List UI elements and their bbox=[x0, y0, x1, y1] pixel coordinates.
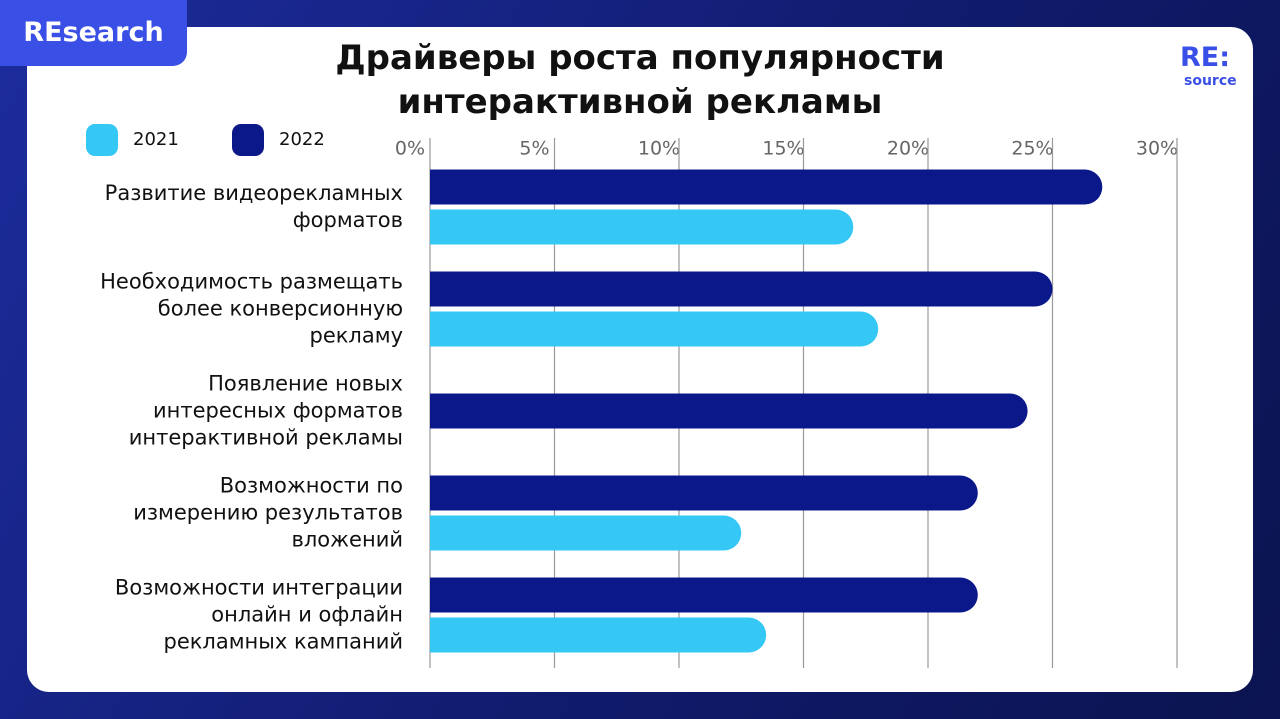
bar bbox=[430, 169, 1103, 205]
category-label: Необходимость размещать более конверсион… bbox=[100, 269, 403, 348]
legend-swatch bbox=[232, 124, 264, 156]
badge[interactable]: REsearch bbox=[0, 0, 187, 66]
x-tick-label: 30% bbox=[1136, 138, 1178, 160]
bar bbox=[430, 271, 1053, 307]
chart-title: Драйверы роста популярности интерактивно… bbox=[335, 38, 945, 122]
logo-sub: source bbox=[1184, 73, 1237, 89]
bar bbox=[430, 311, 879, 347]
bar bbox=[430, 617, 767, 653]
legend-label: 2022 bbox=[279, 129, 325, 150]
legend-swatch bbox=[86, 124, 118, 156]
bar bbox=[430, 577, 978, 613]
legend-label: 2021 bbox=[133, 129, 179, 150]
x-tick-label: 10% bbox=[638, 138, 680, 160]
x-tick-label: 5% bbox=[519, 138, 549, 160]
bar bbox=[430, 209, 854, 245]
x-tick-label: 15% bbox=[762, 138, 804, 160]
x-tick-label: 0% bbox=[395, 138, 425, 160]
x-tick-label: 20% bbox=[887, 138, 929, 160]
category-label: Появление новых интересных форматов инте… bbox=[128, 371, 403, 450]
category-label: Развитие видеорекламных форматов bbox=[104, 181, 403, 232]
category-label: Возможности по измерению результатов вло… bbox=[133, 473, 403, 552]
category-label: Возможности интеграции онлайн и офлайн р… bbox=[114, 575, 403, 654]
logo: RE: bbox=[1180, 42, 1231, 73]
bar bbox=[430, 475, 978, 511]
bar bbox=[430, 515, 742, 551]
x-tick-label: 25% bbox=[1011, 138, 1053, 160]
bar bbox=[430, 393, 1028, 429]
